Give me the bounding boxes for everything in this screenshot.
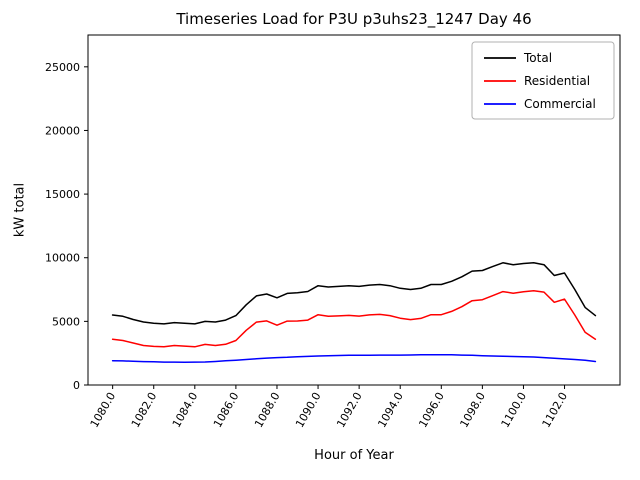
x-tick-label: 1098.0 [457,390,488,430]
series-commercial-line [111,353,597,363]
series-residential-line [111,290,597,348]
series-total-line [111,262,597,325]
plot-frame [87,34,621,386]
legend-label-total: Total [523,51,552,65]
x-tick-label: 1080.0 [88,390,119,430]
chart-title: Timeseries Load for P3U p3uhs23_1247 Day… [176,10,532,28]
y-tick-label: 10000 [45,252,80,265]
y-tick-label: 25000 [45,61,80,74]
x-tick-label: 1088.0 [252,390,283,430]
x-tick-label: 1102.0 [540,390,571,430]
y-tick-label: 0 [73,379,80,392]
x-tick-label: 1092.0 [334,390,365,430]
x-tick-label: 1100.0 [499,390,530,430]
legend-label-residential: Residential [524,74,590,88]
x-tick-label: 1084.0 [170,390,201,430]
x-tick-label: 1090.0 [293,390,324,430]
legend-box [471,41,615,120]
x-tick-label: 1082.0 [129,390,160,430]
y-tick-label: 5000 [52,315,80,328]
legend-label-commercial: Commercial [524,97,596,111]
y-tick-label: 20000 [45,124,80,137]
x-axis-label: Hour of Year [314,448,394,463]
x-tick-label: 1096.0 [416,390,447,430]
y-tick-label: 15000 [45,188,80,201]
x-tick-label: 1086.0 [211,390,242,430]
x-tick-label: 1094.0 [375,390,406,430]
